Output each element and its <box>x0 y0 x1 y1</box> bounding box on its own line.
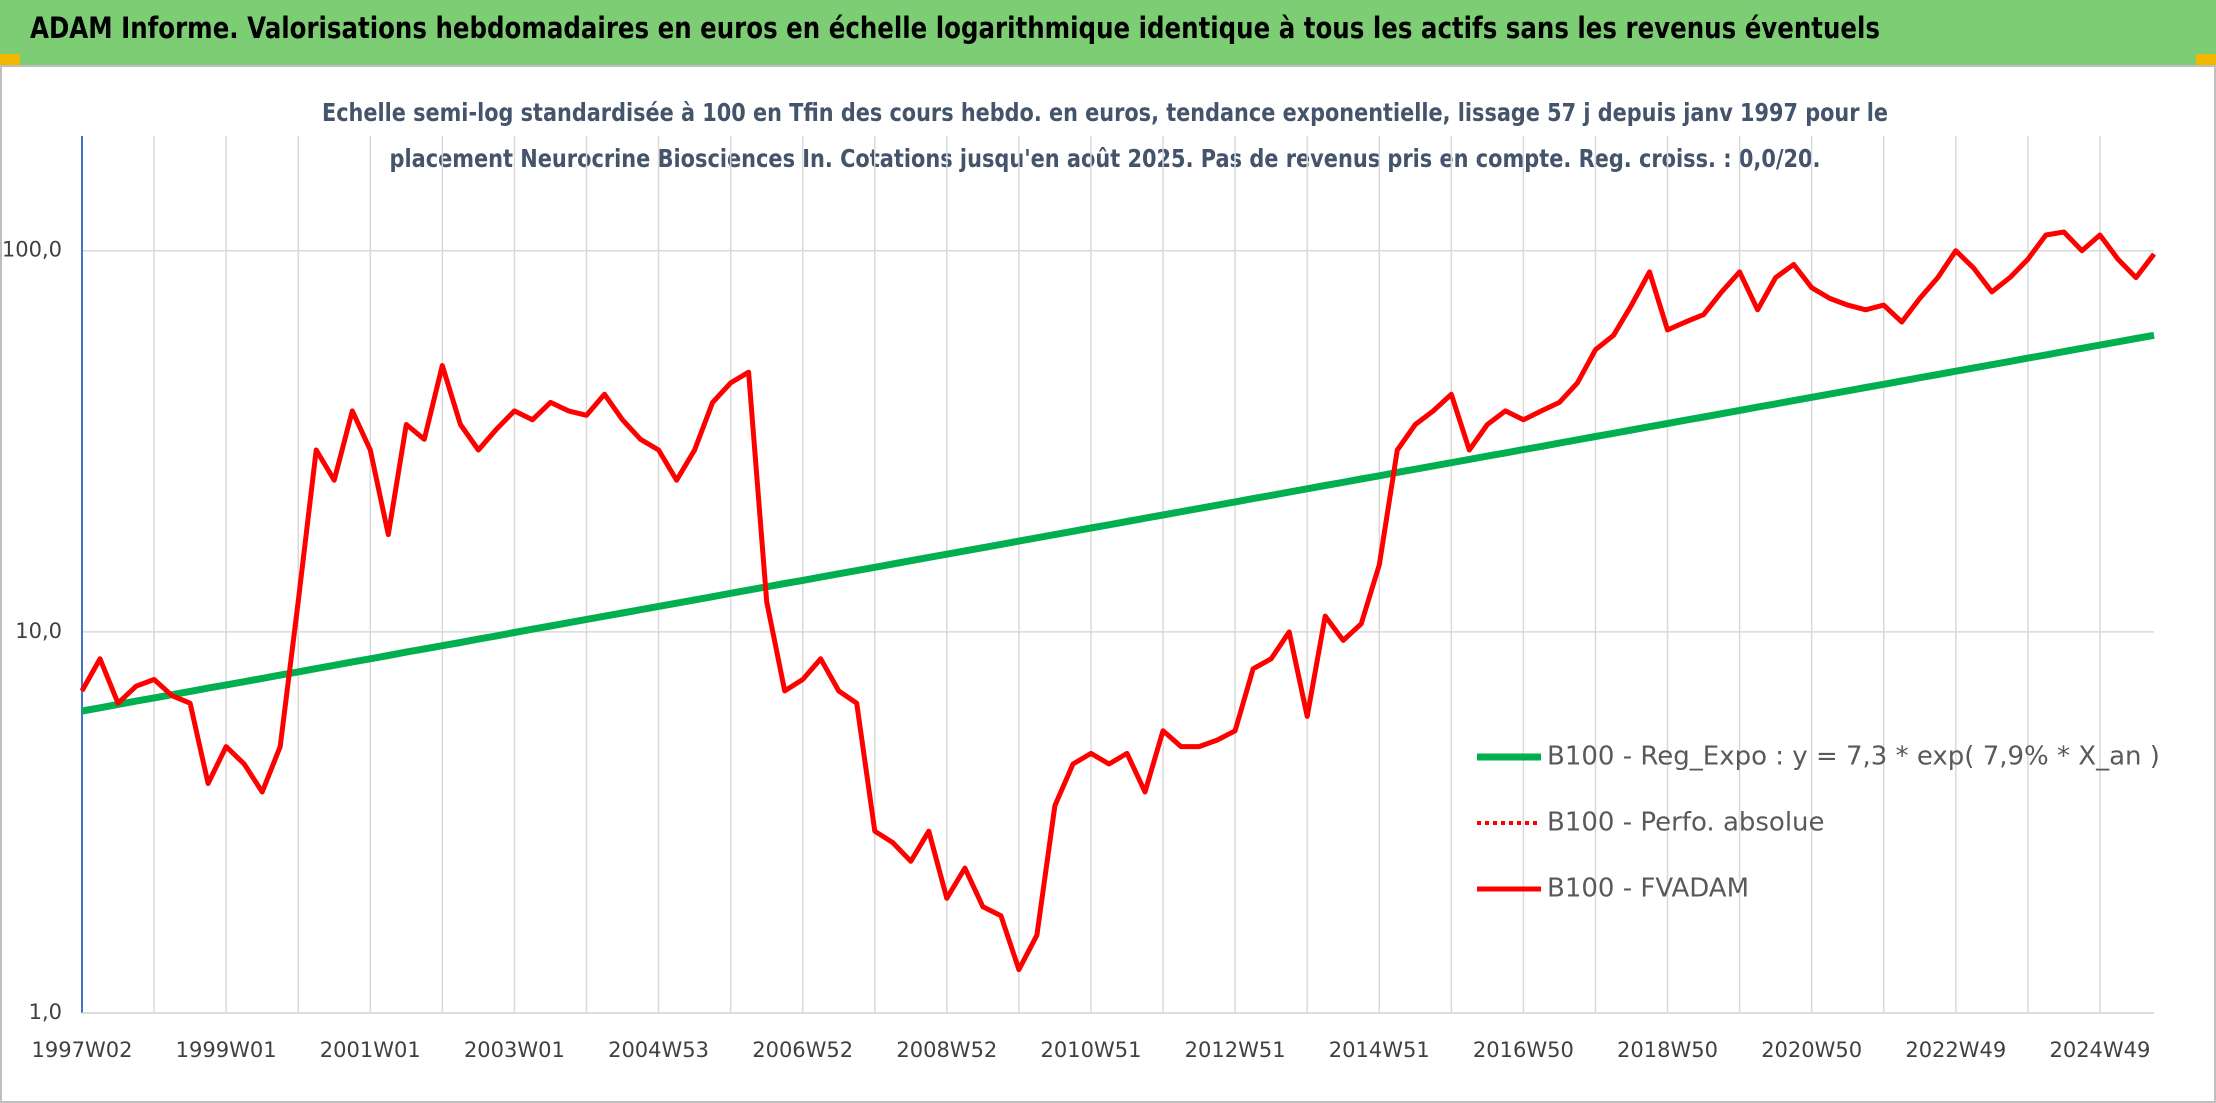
x-tick-label: 1999W01 <box>176 1038 277 1062</box>
legend-label: B100 - Perfo. absolue <box>1547 808 1825 838</box>
chart-title: ADAM Informe. Valorisations hebdomadaire… <box>30 11 1880 45</box>
corner-mark <box>2196 54 2216 66</box>
x-tick-label: 2014W51 <box>1329 1038 1430 1062</box>
x-tick-label: 2022W49 <box>1905 1038 2006 1062</box>
x-tick-label: 2006W52 <box>752 1038 853 1062</box>
x-tick-label: 2004W53 <box>608 1038 709 1062</box>
x-tick-label: 2016W50 <box>1473 1038 1574 1062</box>
x-tick-label: 2001W01 <box>320 1038 421 1062</box>
x-tick-label: 2012W51 <box>1185 1038 1286 1062</box>
x-tick-label: 2008W52 <box>896 1038 997 1062</box>
chart-frame <box>0 65 2216 1103</box>
y-tick-label: 10,0 <box>15 619 62 643</box>
x-tick-label: 2020W50 <box>1761 1038 1862 1062</box>
x-tick-label: 2018W50 <box>1617 1038 1718 1062</box>
y-tick-label: 100,0 <box>2 238 62 262</box>
series-line <box>79 229 2156 973</box>
y-tick-label: 1,0 <box>29 1000 62 1024</box>
series-line <box>81 331 2155 715</box>
x-tick-label: 2010W51 <box>1041 1038 1142 1062</box>
header-band <box>0 0 2216 66</box>
legend-label: B100 - FVADAM <box>1547 874 1749 904</box>
chart-subtitle: Echelle semi-log standardisée à 100 en T… <box>322 98 1888 127</box>
chart-subtitle: placement Neurocrine Biosciences In. Cot… <box>390 144 1821 173</box>
x-tick-label: 1997W02 <box>32 1038 133 1062</box>
corner-mark <box>0 54 20 66</box>
x-tick-label: 2003W01 <box>464 1038 565 1062</box>
x-tick-label: 2024W49 <box>2049 1038 2150 1062</box>
legend-label: B100 - Reg_Expo : y = 7,3 * exp( 7,9% * … <box>1547 742 2160 772</box>
